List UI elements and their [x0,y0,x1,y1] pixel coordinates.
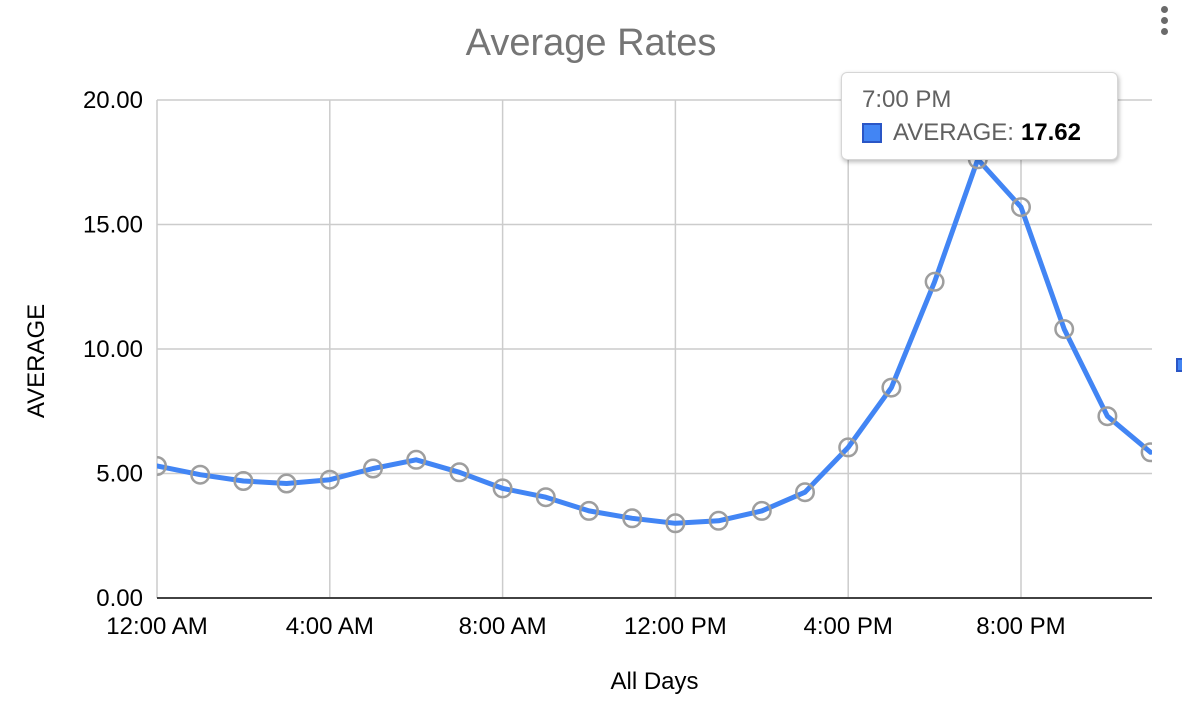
kebab-dot [1160,17,1168,24]
y-axis-tick-label: 10.00 [83,336,143,363]
data-point-marker[interactable] [233,471,254,491]
data-point-marker[interactable] [449,462,470,483]
data-point-marker[interactable] [492,478,513,499]
data-point-marker[interactable] [1140,442,1160,463]
data-point-marker[interactable] [622,508,643,529]
chart-title: Average Rates [465,22,717,64]
x-axis-tick-label: 12:00 AM [106,613,207,640]
data-point-marker[interactable] [751,500,772,521]
data-point-marker[interactable] [1011,197,1031,218]
kebab-dot [1160,28,1168,35]
data-point-marker[interactable] [148,456,167,476]
data-point-marker[interactable] [276,473,297,494]
data-point-marker[interactable] [1097,406,1118,427]
series-line [157,156,1152,526]
series-color-swatch [862,122,882,143]
data-point-marker[interactable] [579,500,599,521]
data-point-marker[interactable] [665,513,686,534]
data-point-marker[interactable] [535,487,556,508]
y-axis-tick-label: 0.00 [96,585,143,612]
data-point-marker[interactable] [708,510,729,531]
chart-tooltip: 7:00 PM AVERAGE: 17.62 [841,72,1118,160]
x-axis-tick-label: 4:00 PM [804,613,893,640]
data-point-marker[interactable] [406,449,427,470]
y-axis-tick-label: 15.00 [83,212,143,239]
y-axis-tick-label: 5.00 [96,461,143,488]
x-axis-tick-label: 12:00 PM [624,613,727,640]
tooltip-value: 17.62 [1020,118,1081,146]
x-axis-tick-label: 4:00 AM [286,613,374,640]
tooltip-series-label: AVERAGE: [893,118,1014,146]
kebab-menu-icon [1160,6,1168,13]
chart-options-button[interactable] [1156,2,1172,39]
tooltip-category: 7:00 PM [862,85,952,113]
data-point-marker[interactable] [924,271,945,292]
data-point-marker[interactable] [319,469,340,490]
data-point-marker[interactable] [795,482,815,503]
tooltip-series-row: AVERAGE: 17.62 [862,119,1099,147]
data-point-marker[interactable] [190,464,211,485]
legend-swatch-cutoff [1176,358,1182,372]
x-axis-tick-label: 8:00 AM [459,613,547,640]
x-axis-tick-label: 8:00 PM [976,613,1065,640]
data-point-marker[interactable] [363,458,383,479]
y-axis-tick-label: 20.00 [83,87,143,114]
data-point-marker[interactable] [838,437,859,458]
data-point-marker[interactable] [1054,319,1075,340]
y-axis-title: AVERAGE [23,303,50,419]
x-axis-title: All Days [610,668,699,695]
data-point-marker[interactable] [881,377,902,398]
